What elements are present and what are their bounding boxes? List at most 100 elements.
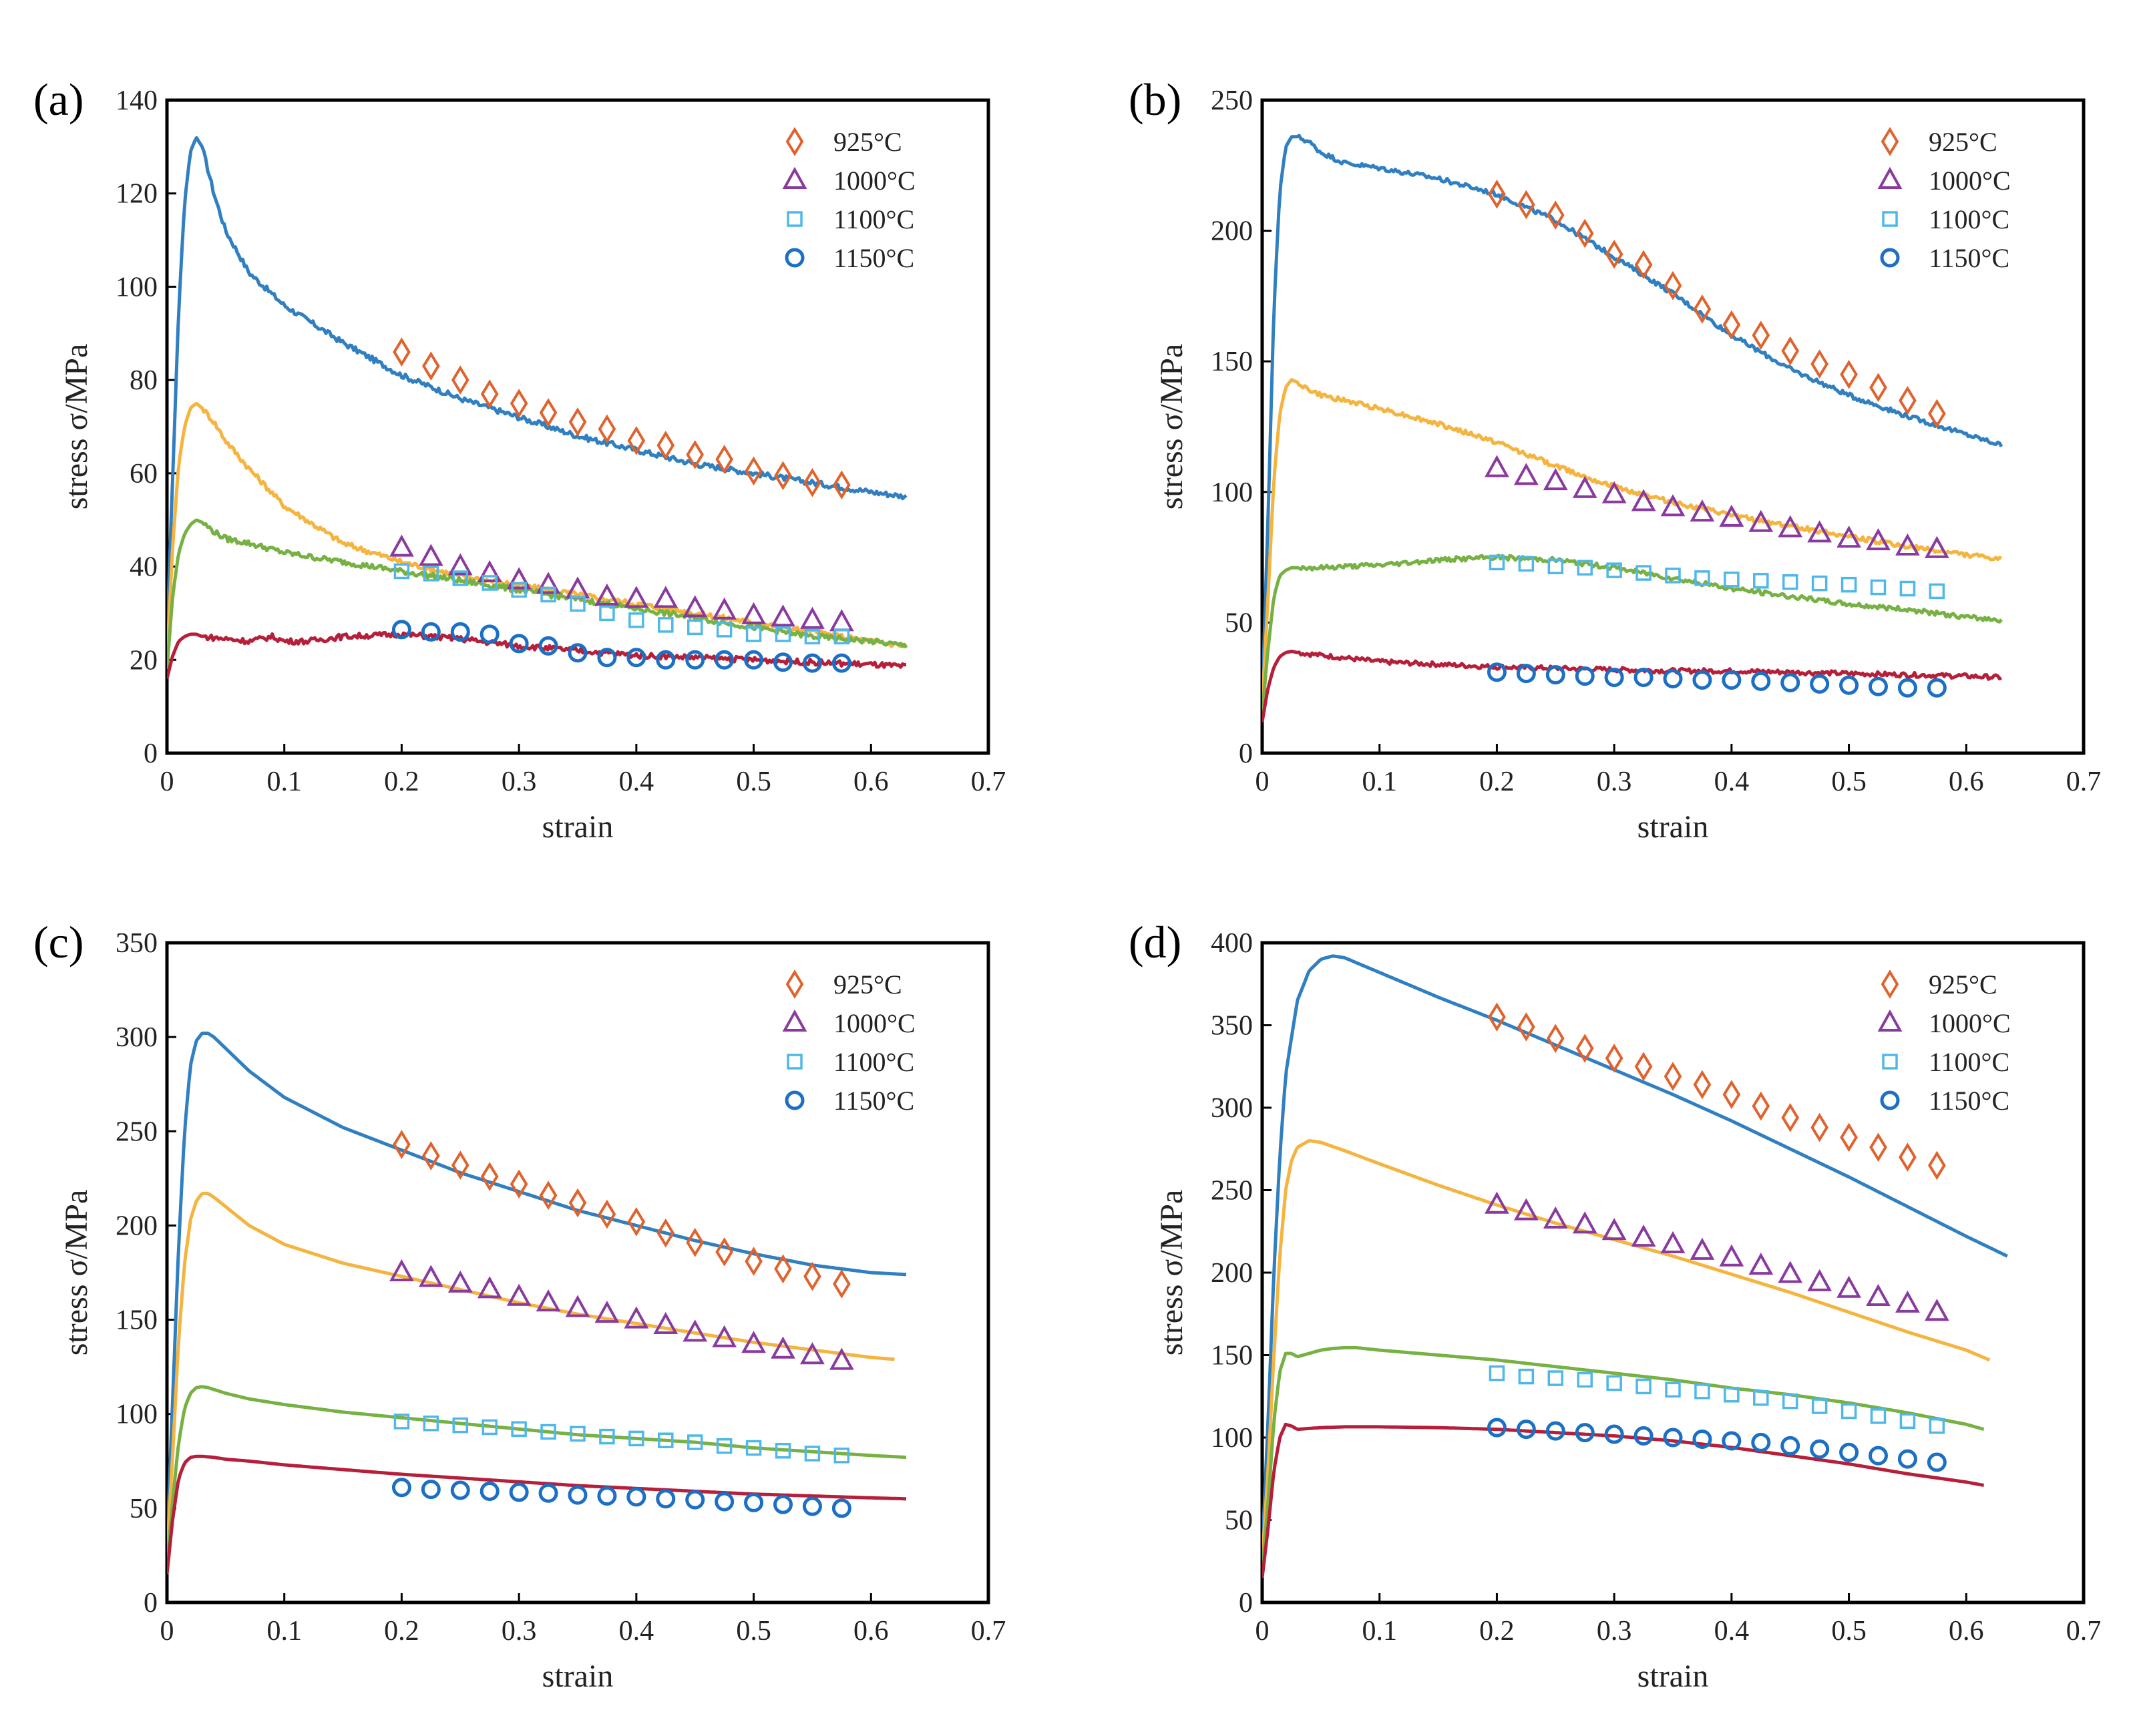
- y-tick-label: 250: [1211, 1176, 1253, 1207]
- data-point: [1719, 504, 1744, 527]
- data-point: [745, 456, 763, 486]
- data-point: [1810, 1439, 1830, 1459]
- data-point: [1545, 1421, 1565, 1441]
- data-point: [715, 445, 733, 474]
- data-point: [452, 1417, 469, 1434]
- x-tick-label: 0.1: [1362, 767, 1397, 797]
- legend-entry: 1000°C: [833, 1008, 916, 1038]
- data-point: [829, 609, 854, 632]
- x-tick-label: 0.4: [619, 1616, 654, 1647]
- x-tick-label: 0.3: [502, 767, 537, 797]
- data-point: [389, 534, 414, 557]
- data-point: [628, 1430, 644, 1447]
- data-point: [1811, 575, 1828, 592]
- x-tick-label: 0.7: [971, 767, 1006, 797]
- data-point: [1899, 580, 1916, 597]
- legend-entry: 925°C: [833, 127, 902, 157]
- y-tick-label: 50: [1225, 1506, 1253, 1536]
- marker-series-2: [1489, 1365, 1945, 1434]
- series-line-1: [167, 1191, 895, 1556]
- data-point: [1841, 1403, 1857, 1420]
- series-line-2: [1262, 554, 2003, 714]
- data-point: [656, 1489, 676, 1509]
- data-point: [598, 1199, 616, 1229]
- data-point: [510, 1169, 528, 1199]
- data-point: [447, 553, 473, 576]
- data-point: [741, 602, 766, 624]
- x-tick-label: 0: [1255, 767, 1270, 797]
- data-point: [1606, 1375, 1622, 1391]
- legend-marker: [1880, 248, 1900, 268]
- data-point: [1663, 1428, 1683, 1448]
- x-tick-label: 0.6: [853, 767, 889, 797]
- x-tick-label: 0.1: [1362, 1616, 1397, 1647]
- data-point: [658, 1432, 674, 1448]
- y-tick-label: 400: [1211, 928, 1253, 959]
- data-point: [833, 470, 851, 500]
- data-point: [712, 1325, 737, 1347]
- data-point: [1778, 515, 1803, 537]
- data-point: [1895, 533, 1920, 556]
- data-point: [1572, 475, 1597, 498]
- data-point: [1897, 1449, 1917, 1469]
- data-point: [831, 1498, 851, 1518]
- data-point: [1751, 671, 1771, 691]
- x-tick-label: 0: [160, 1616, 174, 1647]
- data-point: [450, 1480, 470, 1500]
- y-tick-label: 140: [116, 85, 158, 116]
- x-tick-label: 0.6: [1949, 1616, 1984, 1647]
- legend-marker: [785, 969, 804, 999]
- legend: 925°C 1000°C 1100°C 1150°C: [782, 969, 916, 1116]
- data-point: [745, 1440, 762, 1456]
- series-line-1: [1262, 1139, 1991, 1562]
- data-point: [536, 572, 561, 594]
- legend-marker: [1881, 969, 1899, 999]
- x-tick-label: 0.2: [1479, 767, 1515, 797]
- data-point: [1924, 1299, 1949, 1321]
- y-axis-label: stress σ/MPa: [1154, 1190, 1189, 1356]
- data-point: [1513, 1198, 1539, 1221]
- data-point: [627, 1207, 646, 1237]
- data-point: [712, 597, 737, 620]
- x-tick-label: 0.5: [736, 767, 771, 797]
- legend-marker: [785, 248, 805, 268]
- data-point: [568, 1485, 588, 1505]
- legend-marker: [785, 127, 804, 156]
- data-point: [594, 583, 620, 606]
- data-point: [1517, 1012, 1535, 1042]
- x-tick-label: 0: [1255, 1616, 1270, 1647]
- curves: [1262, 954, 2008, 1578]
- series-line-3: [167, 630, 907, 679]
- series-line-0: [167, 1032, 907, 1546]
- data-point: [450, 622, 470, 642]
- data-point: [653, 1311, 679, 1335]
- data-point: [1722, 670, 1742, 690]
- data-point: [833, 628, 850, 645]
- series-line-0: [167, 136, 908, 637]
- data-point: [1543, 468, 1568, 491]
- data-point: [627, 426, 646, 455]
- data-point: [480, 379, 499, 409]
- legend-entry: 1150°C: [1929, 243, 2009, 273]
- y-tick-label: 250: [1211, 85, 1253, 116]
- data-point: [423, 1416, 439, 1432]
- data-point: [804, 1446, 821, 1462]
- data-point: [1782, 1393, 1798, 1409]
- marker-series-1: [389, 1259, 854, 1370]
- x-tick-label: 0.5: [1831, 767, 1867, 797]
- marker-series-0: [1488, 179, 1946, 429]
- data-point: [1899, 1142, 1917, 1172]
- data-point: [481, 1419, 498, 1436]
- data-point: [685, 1490, 705, 1510]
- series-line-1: [167, 401, 908, 660]
- data-point: [570, 596, 586, 612]
- data-point: [1488, 179, 1506, 209]
- x-tick-label: 0.1: [266, 1616, 302, 1647]
- data-point: [1722, 1431, 1742, 1451]
- data-point: [1899, 1413, 1916, 1430]
- data-point: [393, 337, 411, 367]
- data-point: [480, 1162, 499, 1191]
- data-point: [540, 1424, 556, 1440]
- data-point: [1722, 1080, 1741, 1110]
- panel-label: (a): [33, 74, 83, 125]
